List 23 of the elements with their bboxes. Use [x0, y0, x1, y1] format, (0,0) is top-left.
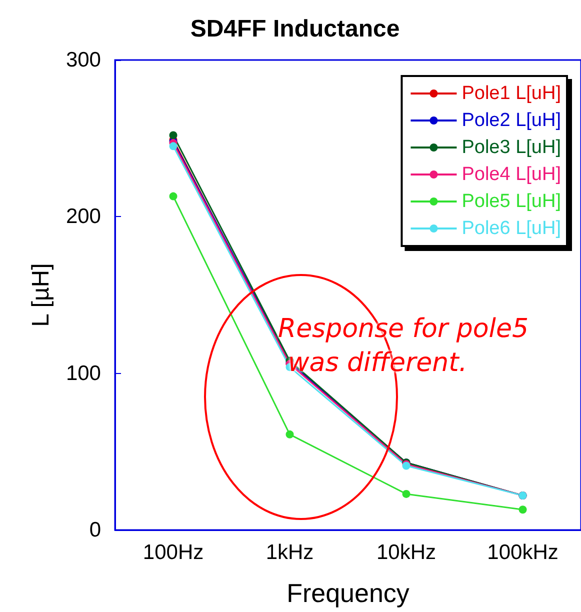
legend-label: Pole2 L[uH] [462, 110, 562, 131]
y-axis-title: L [µH] [28, 263, 54, 327]
x-tick-label: 1kHz [266, 541, 314, 564]
point [518, 506, 527, 514]
point [286, 430, 294, 438]
y-tick-label: 300 [66, 48, 101, 72]
y-tick-label: 200 [66, 205, 101, 228]
legend-label: Pole6 L[uH] [462, 218, 562, 239]
chart-title: SD4FF Inductance [190, 16, 400, 42]
legend-label: Pole1 L[uH] [462, 83, 562, 104]
y-tick-label: 100 [66, 362, 101, 385]
x-tick-label: 100kHz [487, 541, 558, 564]
x-tick-label: 10kHz [376, 541, 436, 564]
point [169, 142, 178, 150]
point [169, 192, 178, 200]
y-tick-label: 0 [89, 518, 101, 542]
x-tick-label: 100Hz [142, 541, 204, 564]
point [169, 131, 178, 140]
x-axis-title: Frequency [286, 578, 410, 608]
legend-label: Pole4 L[uH] [462, 164, 562, 185]
legend-label: Pole5 L[uH] [462, 191, 562, 212]
point [402, 490, 410, 498]
legend-label: Pole3 L[uH] [462, 137, 562, 158]
